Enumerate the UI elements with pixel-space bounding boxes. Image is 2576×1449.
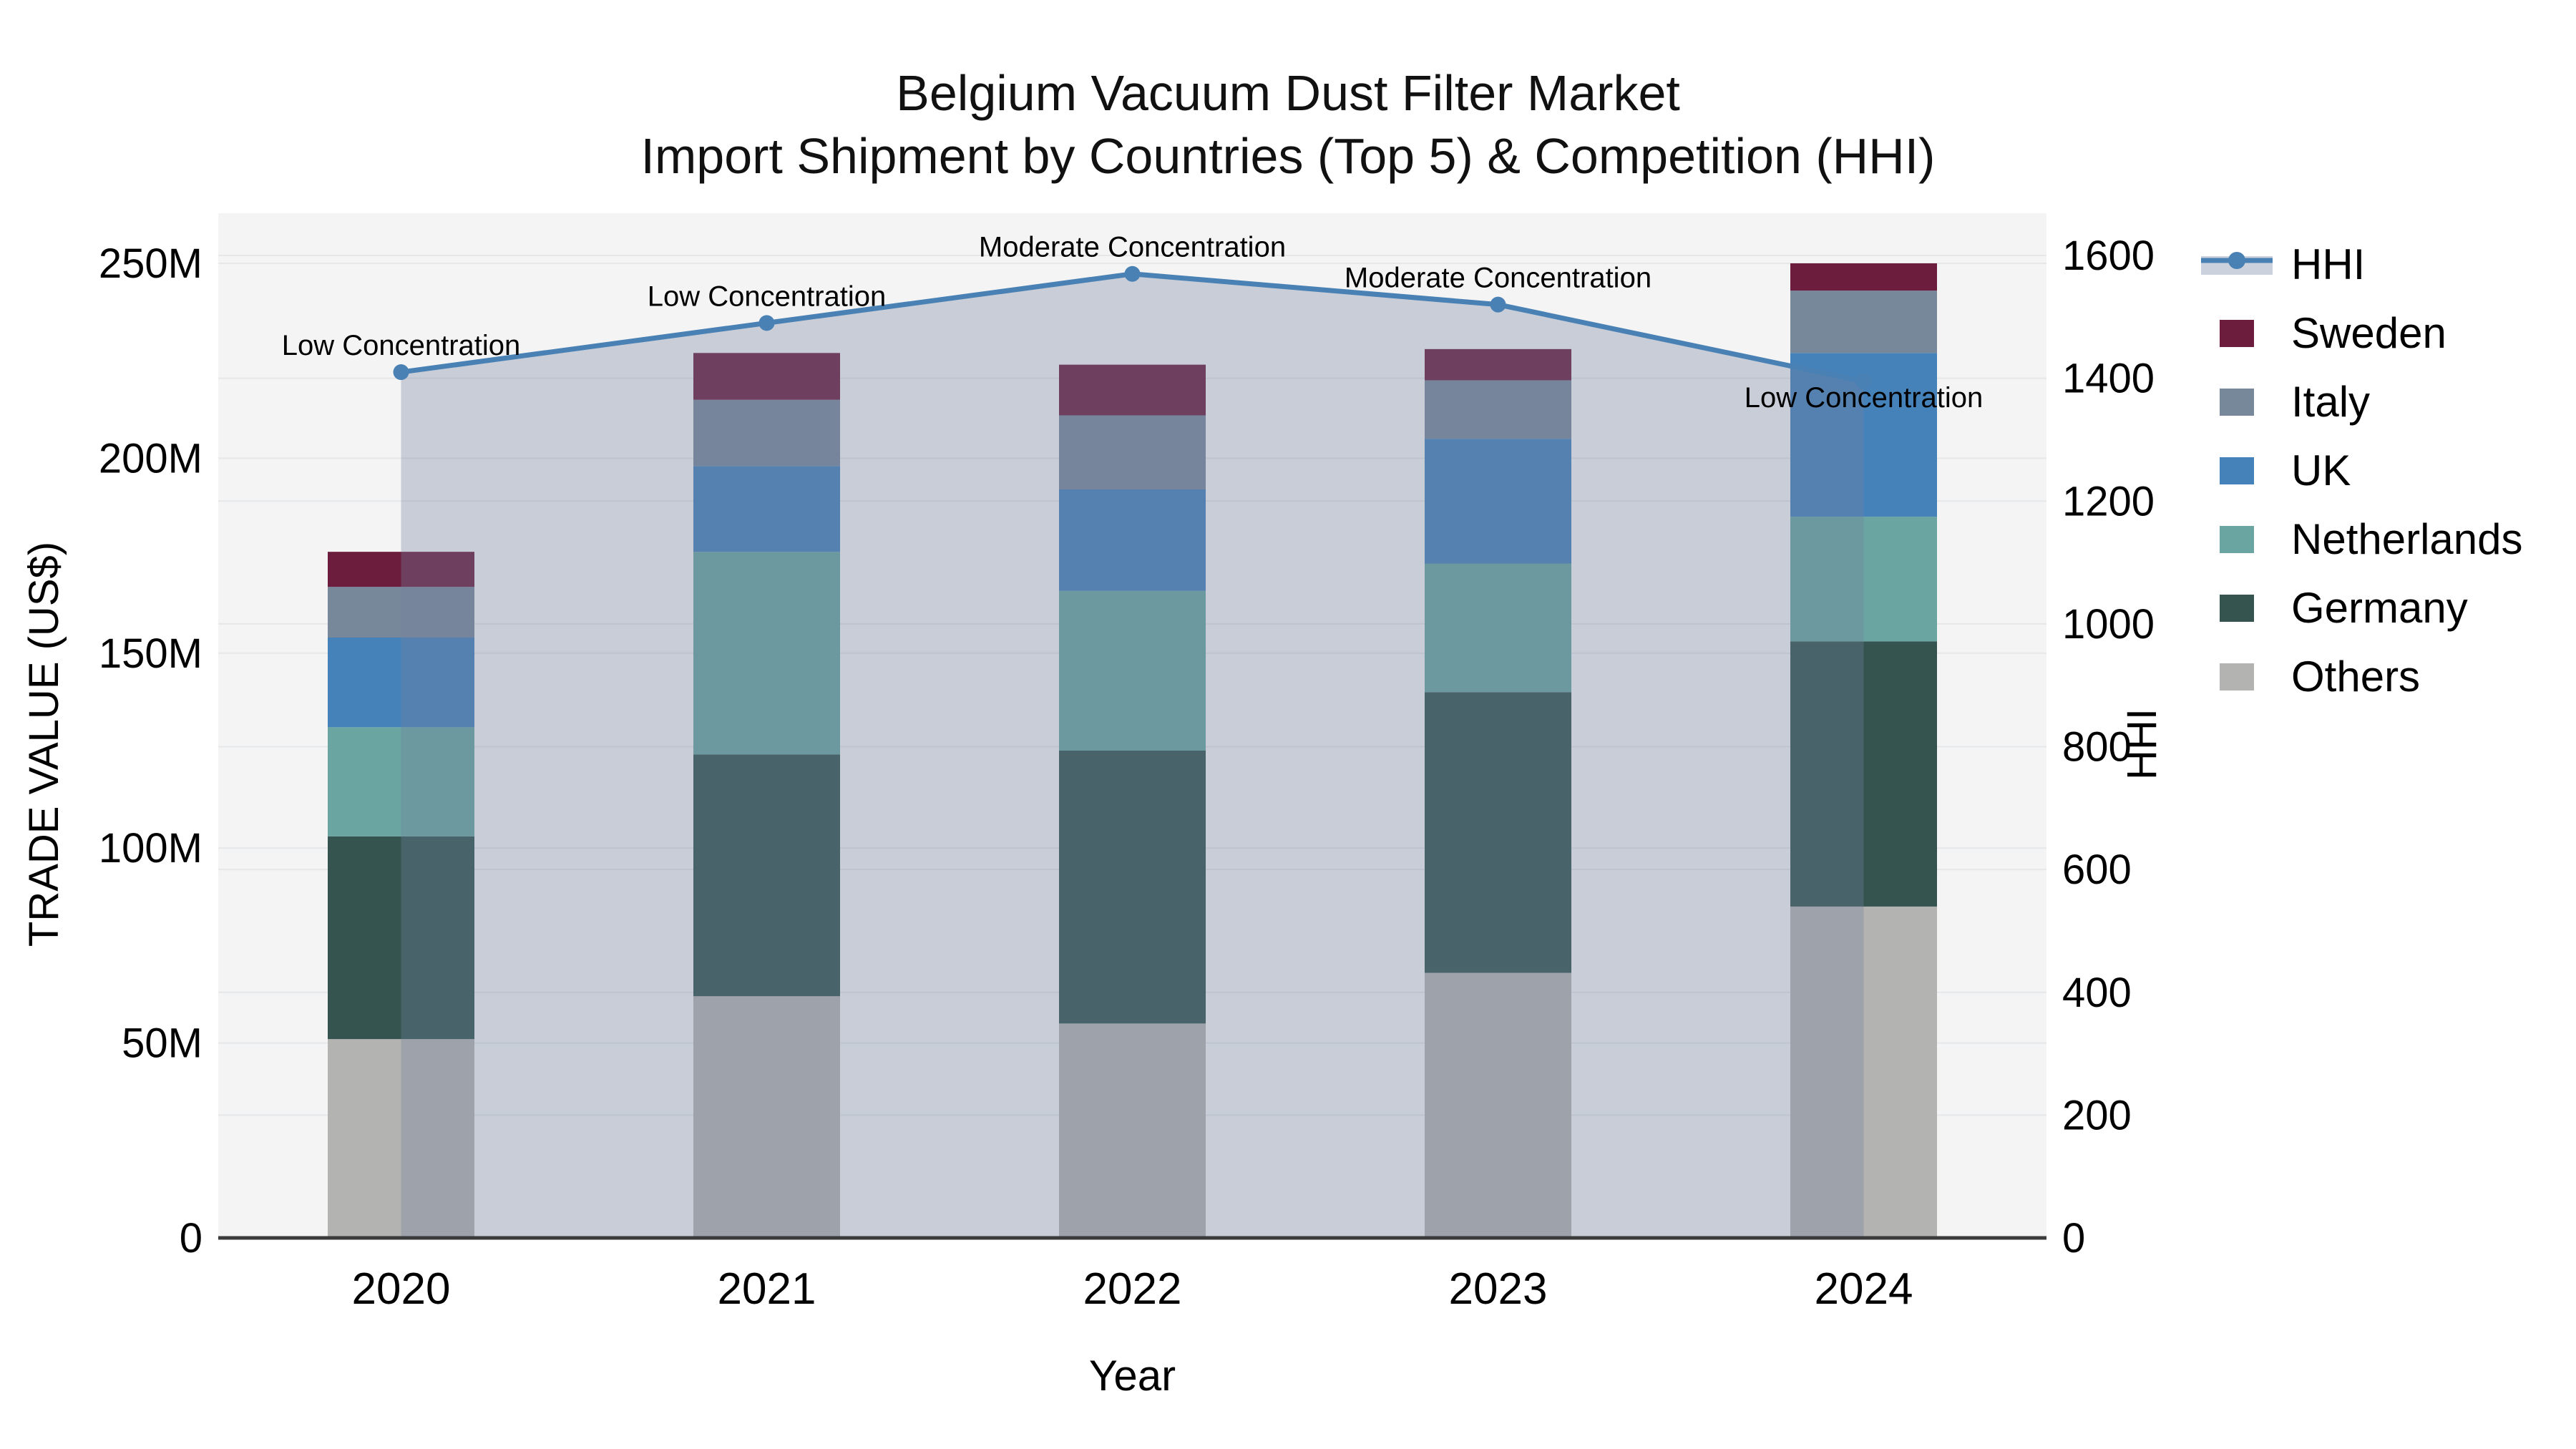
legend-swatch-icon — [2201, 320, 2273, 347]
legend-swatch-icon — [2201, 526, 2273, 553]
bar-segment-2022-others — [1059, 1023, 1206, 1238]
chart-subtitle: Import Shipment by Countries (Top 5) & C… — [640, 128, 1936, 184]
legend-swatch-italy — [2220, 389, 2254, 416]
right-tick-1600: 1600 — [2062, 233, 2155, 279]
bar-segment-2021-others — [693, 996, 840, 1238]
bar-segment-2021-italy — [693, 399, 840, 467]
bar-segment-2023-sweden — [1425, 348, 1571, 381]
left-tick-50M: 50M — [122, 1020, 203, 1067]
legend-label-uk: UK — [2291, 447, 2351, 494]
right-axis-title: HHI — [2119, 708, 2165, 780]
x-tick-2023: 2023 — [1449, 1264, 1548, 1314]
x-tick-2024: 2024 — [1815, 1264, 1913, 1314]
right-tick-1000: 1000 — [2062, 601, 2155, 648]
annotation-2022: Moderate Concentration — [979, 232, 1286, 263]
bar-segment-2024-netherlands — [1790, 517, 1937, 642]
legend-item-uk: UK — [2201, 436, 2523, 505]
left-tick-100M: 100M — [99, 825, 203, 872]
bar-segment-2023-italy — [1425, 380, 1571, 439]
x-tick-2022: 2022 — [1083, 1264, 1182, 1314]
hhi-area-fill — [401, 273, 1864, 1238]
hhi-point-2023 — [1490, 296, 1506, 313]
bar-segment-2022-netherlands — [1059, 590, 1206, 751]
bar-segment-2024-sweden — [1790, 263, 1937, 291]
legend-label-others: Others — [2291, 653, 2421, 701]
legend-swatch-icon — [2201, 595, 2273, 622]
right-tick-600: 600 — [2062, 847, 2132, 893]
bar-segment-2020-italy — [328, 587, 474, 638]
annotation-2021: Low Concentration — [648, 280, 887, 312]
hhi-line-swatch-icon — [2201, 248, 2273, 282]
bar-segment-2023-germany — [1425, 692, 1571, 973]
legend-label-hhi: HHI — [2291, 240, 2366, 288]
bar-segment-2020-others — [328, 1039, 474, 1238]
bar-segment-2021-germany — [693, 754, 840, 997]
legend-label-germany: Germany — [2291, 584, 2468, 632]
hhi-line-swatch — [2201, 252, 2273, 275]
bar-segment-2023-uk — [1425, 439, 1571, 564]
bar-segment-2023-others — [1425, 972, 1571, 1238]
legend-label-italy: Italy — [2291, 378, 2371, 426]
bar-segment-2022-uk — [1059, 489, 1206, 591]
bar-segment-2021-netherlands — [693, 552, 840, 755]
bar-segment-2021-sweden — [693, 353, 840, 400]
bar-segment-2020-sweden — [328, 552, 474, 587]
legend-swatch-icon — [2201, 663, 2273, 691]
legend: HHI Sweden Italy UK Netherlands Germany Others — [2201, 230, 2523, 711]
legend-item-netherlands: Netherlands — [2201, 505, 2523, 574]
hhi-point-2020 — [393, 364, 409, 381]
left-tick-0: 0 — [180, 1215, 203, 1262]
bar-segment-2020-uk — [328, 638, 474, 728]
right-tick-0: 0 — [2062, 1215, 2085, 1262]
bar-segment-2024-italy — [1790, 291, 1937, 353]
left-tick-200M: 200M — [99, 435, 203, 482]
legend-item-italy: Italy — [2201, 368, 2523, 436]
x-axis-title: Year — [1088, 1352, 1176, 1400]
legend-item-sweden: Sweden — [2201, 299, 2523, 368]
chart-title: Belgium Vacuum Dust Filter Market — [896, 65, 1680, 121]
bar-segment-2023-netherlands — [1425, 563, 1571, 693]
right-tick-400: 400 — [2062, 970, 2132, 1016]
hhi-point-2024 — [1855, 373, 1872, 389]
left-tick-250M: 250M — [99, 240, 203, 287]
legend-swatch-netherlands — [2220, 526, 2254, 553]
legend-swatch-icon — [2201, 457, 2273, 484]
legend-item-germany: Germany — [2201, 574, 2523, 643]
x-tick-2021: 2021 — [718, 1264, 816, 1314]
legend-item-others: Others — [2201, 643, 2523, 711]
left-axis-title: TRADE VALUE (US$) — [21, 541, 67, 947]
legend-swatch-uk — [2220, 457, 2254, 484]
right-tick-1400: 1400 — [2062, 356, 2155, 402]
hhi-point-2021 — [758, 315, 775, 331]
left-tick-150M: 150M — [99, 630, 203, 677]
right-tick-800: 800 — [2062, 724, 2132, 771]
legend-item-hhi: HHI — [2201, 230, 2523, 299]
right-tick-200: 200 — [2062, 1092, 2132, 1138]
bar-segment-2024-germany — [1790, 641, 1937, 907]
hhi-point-2022 — [1124, 265, 1141, 282]
x-tick-2020: 2020 — [352, 1264, 451, 1314]
bar-segment-2022-sweden — [1059, 364, 1206, 416]
legend-swatch-sweden — [2220, 320, 2254, 347]
annotation-2024: Low Concentration — [1745, 382, 1984, 414]
bar-segment-2020-netherlands — [328, 727, 474, 836]
right-tick-1200: 1200 — [2062, 478, 2155, 525]
legend-swatch-germany — [2220, 595, 2254, 622]
legend-swatch-others — [2220, 663, 2254, 691]
bar-segment-2024-others — [1790, 906, 1937, 1238]
bar-segment-2022-italy — [1059, 415, 1206, 489]
bar-segment-2021-uk — [693, 466, 840, 552]
bar-segment-2020-germany — [328, 836, 474, 1040]
annotation-2023: Moderate Concentration — [1345, 263, 1652, 294]
legend-swatch-icon — [2201, 389, 2273, 416]
legend-label-netherlands: Netherlands — [2291, 515, 2523, 563]
legend-label-sweden: Sweden — [2291, 309, 2446, 357]
annotation-2020: Low Concentration — [282, 330, 521, 361]
bar-segment-2022-germany — [1059, 751, 1206, 1024]
